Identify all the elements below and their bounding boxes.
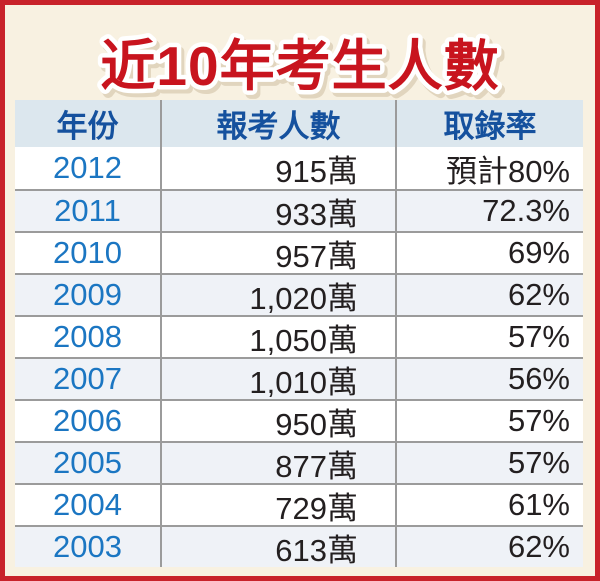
year-cell: 2005: [53, 445, 122, 480]
page-title: 近10年考生人數: [100, 35, 499, 97]
year-cell: 2009: [53, 277, 122, 312]
table-row: 2008 1,050萬 57%: [15, 315, 583, 358]
year-cell: 2007: [53, 361, 122, 396]
rate-cell: 57%: [395, 401, 583, 441]
rate-cell: 62%: [395, 527, 583, 567]
table-row: 2012 915萬 預計80%: [15, 147, 583, 189]
rate-cell: 61%: [395, 485, 583, 525]
applicants-cell: 1,050萬: [160, 317, 395, 358]
applicants-cell: 1,010萬: [160, 359, 395, 400]
applicants-cell: 957萬: [160, 233, 395, 274]
header-year: 年份: [56, 109, 119, 144]
table-row: 2004 729萬 61%: [15, 483, 583, 526]
applicants-cell: 877萬: [160, 443, 395, 484]
year-cell: 2003: [53, 529, 122, 564]
table-row: 2006 950萬 57%: [15, 399, 583, 442]
applicants-cell: 950萬: [160, 401, 395, 442]
year-cell: 2004: [53, 487, 122, 522]
year-cell: 2006: [53, 403, 122, 438]
table-header-row: 年份 報考人數 取錄率: [15, 100, 583, 147]
applicants-cell: 729萬: [160, 485, 395, 526]
rate-cell: 57%: [395, 443, 583, 483]
title-block: 近10年考生人數: [5, 13, 595, 103]
rate-cell: 62%: [395, 275, 583, 315]
applicants-cell: 915萬: [160, 147, 395, 189]
rate-cell: 69%: [395, 233, 583, 273]
rate-cell: 72.3%: [395, 191, 583, 231]
year-cell: 2008: [53, 319, 122, 354]
table-row: 2005 877萬 57%: [15, 441, 583, 484]
applicants-cell: 933萬: [160, 191, 395, 232]
table-row: 2011 933萬 72.3%: [15, 189, 583, 232]
header-applicants: 報考人數: [160, 100, 395, 147]
rate-cell: 57%: [395, 317, 583, 357]
table-row: 2007 1,010萬 56%: [15, 357, 583, 400]
rate-cell: 預計80%: [395, 147, 583, 189]
year-cell: 2011: [54, 193, 121, 228]
year-cell: 2010: [53, 235, 122, 270]
applicants-cell: 613萬: [160, 527, 395, 568]
applicants-cell: 1,020萬: [160, 275, 395, 316]
table-row: 2003 613萬 62%: [15, 525, 583, 568]
title-svg: 近10年考生人數: [96, 31, 503, 102]
table-row: 2010 957萬 69%: [15, 231, 583, 274]
rate-cell: 56%: [395, 359, 583, 399]
candidates-table: 年份 報考人數 取錄率 2012 915萬 預計80% 2011 933萬 72…: [15, 100, 583, 568]
year-cell: 2012: [53, 150, 122, 185]
table-row: 2009 1,020萬 62%: [15, 273, 583, 316]
header-admission-rate: 取錄率: [395, 100, 583, 147]
